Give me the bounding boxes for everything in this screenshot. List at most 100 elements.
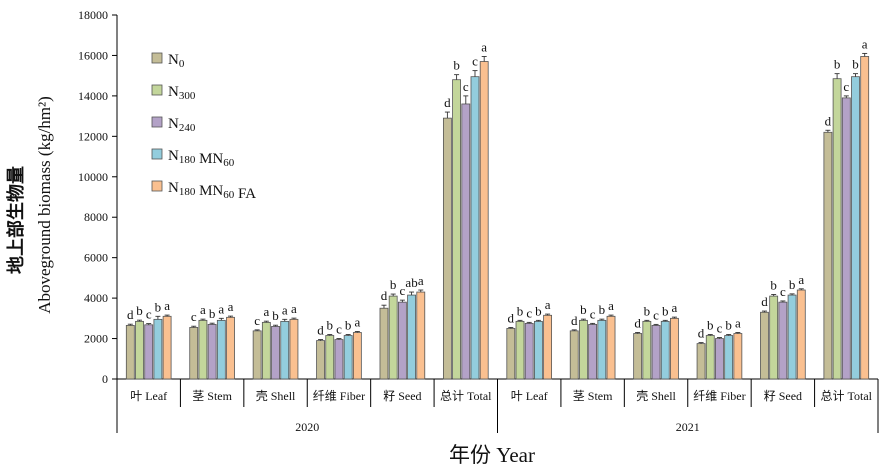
bar — [135, 320, 144, 380]
legend-subscript: 180 — [179, 154, 196, 166]
bar — [343, 335, 353, 380]
legend-text-part: MN — [195, 183, 223, 199]
bar — [724, 335, 734, 380]
significance-letter: b — [852, 57, 859, 72]
legend-text-part: N — [168, 180, 179, 196]
category-label: 纤维 Fiber — [313, 389, 365, 403]
bar — [352, 332, 362, 380]
y-tick-label: 14000 — [78, 89, 108, 103]
category-label: 籽 Seed — [383, 389, 421, 403]
significance-letter: b — [707, 318, 714, 333]
y-axis-label-en: Aboveground biomass (kg/hm²) — [35, 96, 54, 314]
significance-letter: a — [672, 300, 678, 315]
legend-subscript: 300 — [179, 90, 196, 102]
significance-letter: d — [317, 323, 324, 338]
axes-group: 0 2000 4000 6000 8000 10000 12000 14000 16000 180… — [78, 8, 879, 434]
bar — [524, 322, 534, 380]
legend-label: N180 MN60 FA — [168, 180, 256, 202]
significance-letter: b — [789, 277, 796, 292]
bar — [670, 317, 679, 380]
bar — [289, 318, 299, 380]
significance-letter: a — [735, 315, 741, 330]
bar — [796, 289, 806, 380]
bar — [860, 56, 870, 380]
category-label: 叶 Leaf — [130, 389, 167, 403]
significance-letter: a — [418, 273, 424, 288]
bar — [769, 295, 779, 380]
legend-text-part: N — [168, 116, 179, 132]
bar — [144, 324, 154, 380]
y-tick-label: 0 — [102, 372, 108, 386]
legend-text-part: MN — [195, 151, 223, 167]
significance-letter: b — [209, 306, 216, 321]
significance-letter: b — [644, 303, 651, 318]
category-label: 茎 Stem — [573, 389, 613, 403]
bar — [207, 323, 217, 380]
bar — [642, 320, 652, 380]
y-tick-label: 4000 — [84, 291, 108, 305]
significance-letter: c — [717, 321, 723, 336]
bar — [733, 333, 743, 380]
significance-letter: b — [770, 277, 777, 292]
significance-letter: d — [508, 310, 515, 325]
category-label: 壳 Shell — [256, 389, 296, 403]
y-tick-label: 8000 — [84, 210, 108, 224]
significance-letter: b — [453, 58, 460, 73]
significance-letter: c — [653, 307, 659, 322]
bar — [760, 311, 769, 380]
bar — [841, 97, 851, 380]
category-label: 总计 Total — [440, 389, 492, 403]
bar — [252, 330, 262, 380]
legend-subscript: 240 — [179, 122, 196, 134]
bar — [271, 326, 280, 380]
y-tick-label: 10000 — [78, 170, 108, 184]
bar — [397, 301, 407, 380]
bar — [660, 320, 670, 380]
significance-letter: b — [136, 303, 143, 318]
bar — [606, 315, 616, 380]
significance-letter: d — [381, 288, 388, 303]
category-label: 纤维 Fiber — [693, 389, 745, 403]
significance-letter: a — [282, 302, 288, 317]
significance-letter: c — [336, 322, 342, 337]
category-label: 叶 Leaf — [511, 389, 548, 403]
significance-letter: c — [463, 79, 469, 94]
legend-swatch — [151, 52, 163, 64]
significance-letter: c — [843, 79, 849, 94]
bar — [316, 340, 325, 380]
significance-letter: a — [798, 272, 804, 287]
significance-letter: ab — [405, 275, 417, 290]
significance-letter: b — [580, 302, 587, 317]
year-label: 2021 — [676, 420, 700, 434]
bar — [633, 333, 643, 380]
significance-letter: c — [254, 313, 260, 328]
bar — [379, 307, 389, 380]
significance-letter: b — [390, 277, 397, 292]
bar — [823, 131, 833, 380]
bar — [569, 330, 579, 380]
legend-subscript: 0 — [179, 58, 185, 70]
legend-subscript: 60 — [223, 157, 235, 169]
category-label: 总计 Total — [821, 389, 873, 403]
significance-letter: a — [263, 304, 269, 319]
bar — [832, 78, 842, 380]
significance-letter: d — [825, 113, 832, 128]
legend-swatch — [151, 148, 163, 160]
legend-label: N240 — [168, 116, 196, 134]
bar — [189, 327, 199, 380]
bar — [851, 76, 860, 380]
legend-swatch — [151, 84, 163, 96]
legend-swatch — [151, 180, 163, 192]
bar — [388, 295, 398, 380]
significance-letter: b — [599, 302, 606, 317]
legend-text-part: N — [168, 148, 179, 164]
bar — [479, 61, 489, 380]
bar — [597, 319, 607, 380]
year-label: 2020 — [295, 420, 319, 434]
bar — [696, 343, 706, 380]
significance-letter: c — [526, 305, 532, 320]
legend-label: N300 — [168, 84, 196, 102]
